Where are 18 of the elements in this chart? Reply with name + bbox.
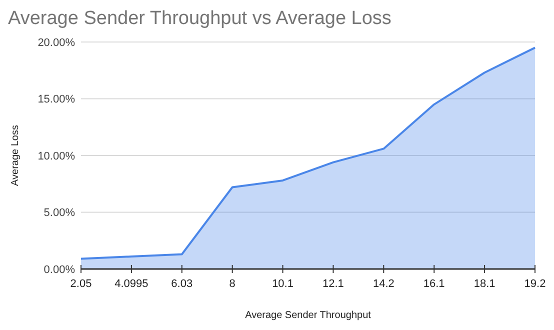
y-tick-label: 10.00% [38,150,76,162]
x-tick-label: 19.2 [524,278,546,290]
chart-title: Average Sender Throughput vs Average Loss [8,8,392,29]
x-axis-title: Average Sender Throughput [245,310,372,321]
x-tick-label: 12.1 [322,278,344,290]
y-tick-label: 20.00% [38,36,76,49]
x-tick-label: 4.0995 [114,278,148,290]
x-tick-label: 14.2 [372,278,394,290]
y-tick-label: 5.00% [44,207,76,220]
x-tick-label: 8 [229,278,236,290]
x-tick-label: 6.03 [171,278,193,290]
x-tick-label: 10.1 [272,278,294,290]
y-tick-label: 0.00% [44,264,76,276]
x-tick-label: 18.1 [474,278,496,290]
x-tick-label: 2.05 [70,278,92,290]
x-tick-label: 16.1 [423,278,445,290]
y-tick-label: 15.00% [38,94,76,106]
y-axis-title: Average Loss [10,125,21,186]
